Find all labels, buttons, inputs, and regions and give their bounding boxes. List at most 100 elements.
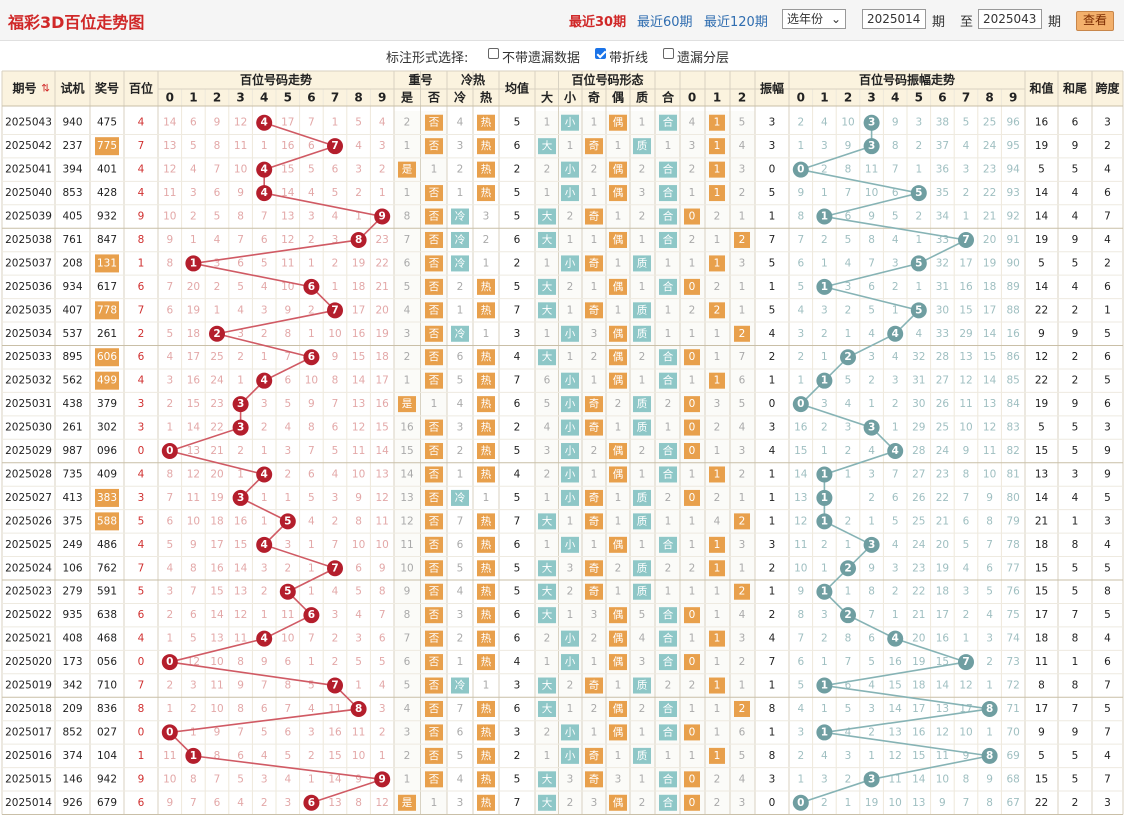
- road-highlight: [709, 255, 725, 272]
- hundred-digit: 7: [138, 562, 145, 574]
- option-layer-checkbox[interactable]: [663, 48, 674, 59]
- hundred-digit: 6: [138, 609, 145, 621]
- tail-value: 1: [1072, 656, 1079, 668]
- period-link-60[interactable]: 最近60期: [637, 15, 693, 30]
- hot-cell: 热: [481, 538, 492, 551]
- hundred-digit: 4: [138, 468, 145, 480]
- trend-missing: 21: [376, 281, 389, 293]
- option-line-checkbox[interactable]: [595, 48, 606, 59]
- amp-ball: [887, 325, 904, 342]
- composite-cell: 合: [663, 444, 674, 457]
- trend-missing: 1: [166, 633, 173, 645]
- odd-cell-bg: [585, 489, 603, 506]
- option-no-missing-label[interactable]: 不带遗漏数据: [502, 51, 581, 66]
- amp-missing: 91: [1007, 234, 1020, 246]
- period-to-input[interactable]: 2025043: [978, 9, 1042, 29]
- option-no-missing-checkbox[interactable]: [488, 48, 499, 59]
- trend-ball: [256, 466, 273, 483]
- cold-cell: 6: [457, 539, 464, 551]
- odd-cell-bg: [585, 513, 603, 530]
- tail-value: 8: [1072, 633, 1079, 645]
- trend-missing: 14: [187, 422, 201, 434]
- trend-missing: 9: [237, 187, 244, 199]
- small-cell-bg: [561, 489, 579, 506]
- amp-missing: 93: [1007, 187, 1020, 199]
- hot-cell-bg: [477, 278, 495, 295]
- amp-missing: 69: [1007, 750, 1020, 762]
- option-layer-label[interactable]: 遗漏分层: [677, 51, 730, 66]
- tail-value: 5: [1072, 257, 1079, 269]
- trend-missing: 12: [376, 797, 389, 809]
- span-value: 5: [1104, 562, 1111, 574]
- prime-cell: 5: [639, 609, 646, 621]
- trend-missing: 5: [166, 539, 173, 551]
- period-number: 2025040: [5, 187, 52, 199]
- trend-ball-label: 6: [308, 609, 315, 621]
- header-sub: 小: [564, 90, 576, 105]
- road-value: 2: [739, 515, 746, 527]
- option-line-label[interactable]: 带折线: [609, 51, 649, 66]
- trial-number: 279: [62, 586, 82, 598]
- period-link-30[interactable]: 最近30期: [569, 15, 627, 30]
- header-amp-digit: 0: [797, 91, 805, 105]
- road-value: 1: [689, 539, 696, 551]
- avg-value: 6: [514, 234, 521, 246]
- hot-cell: 热: [481, 374, 492, 387]
- period-number: 2025042: [5, 140, 52, 152]
- cold-cell: 5: [457, 750, 464, 762]
- amp-missing: 24: [912, 539, 926, 551]
- trend-missing: 4: [284, 422, 291, 434]
- avg-value: 6: [514, 609, 521, 621]
- amp-ball: [887, 630, 904, 647]
- amp-missing: 1: [963, 633, 970, 645]
- trend-missing: 8: [284, 680, 291, 692]
- hundred-digit: 4: [138, 187, 145, 199]
- trend-ball: [327, 302, 343, 319]
- repeat-no: 否: [429, 586, 440, 598]
- avg-value: 6: [514, 633, 521, 645]
- repeat-yes: 1: [404, 187, 411, 199]
- amp-missing: 70: [1007, 726, 1020, 738]
- road-highlight: [709, 372, 725, 389]
- even-cell-bg: [609, 654, 627, 671]
- big-cell: 1: [544, 117, 551, 129]
- year-select[interactable]: 选年份 ⌄: [782, 9, 846, 29]
- amp-ball: [910, 302, 927, 319]
- cold-cell: 4: [457, 773, 464, 785]
- trend-missing: 3: [284, 797, 291, 809]
- even-cell: 偶: [613, 444, 624, 457]
- trend-missing: 12: [187, 468, 200, 480]
- period-link-120[interactable]: 最近120期: [704, 15, 768, 30]
- amp-missing: 2: [797, 750, 804, 762]
- amp-ball: [816, 513, 833, 530]
- repeat-no: 否: [429, 445, 440, 457]
- trend-missing: 8: [332, 375, 339, 387]
- prize-highlight: [95, 254, 119, 273]
- big-cell: 大: [542, 350, 553, 363]
- amp-missing: 2: [821, 633, 828, 645]
- tail-value: 5: [1072, 586, 1079, 598]
- amp-ball: [887, 443, 904, 460]
- repeat-yes: 7: [404, 234, 411, 246]
- trend-ball: [327, 560, 343, 577]
- big-cell-bg: [538, 607, 556, 624]
- view-button[interactable]: 查看: [1076, 11, 1114, 31]
- amp-missing: 15: [794, 445, 807, 457]
- trend-missing: 9: [308, 398, 315, 410]
- amp-missing: 8: [845, 164, 852, 176]
- period-from-input[interactable]: 2025014: [862, 9, 926, 29]
- period-unit-label-2: 期: [1048, 15, 1062, 30]
- even-cell: 偶: [613, 280, 624, 293]
- period-number: 2025033: [5, 351, 52, 363]
- trend-ball-label: 5: [284, 515, 291, 527]
- cold-cell-bg: [451, 255, 469, 272]
- trend-missing: 15: [328, 750, 341, 762]
- amp-missing: 30: [912, 398, 925, 410]
- repeat-no-bg: [425, 630, 443, 647]
- amp-missing: 3: [845, 281, 852, 293]
- repeat-no-bg: [425, 607, 443, 624]
- trend-missing: 11: [210, 680, 223, 692]
- trial-number: 261: [62, 422, 82, 434]
- trend-missing: 1: [379, 750, 386, 762]
- trial-number: 249: [62, 539, 82, 551]
